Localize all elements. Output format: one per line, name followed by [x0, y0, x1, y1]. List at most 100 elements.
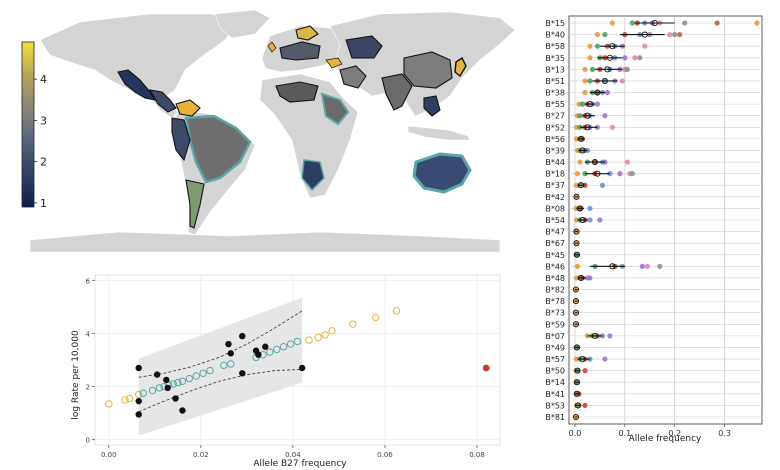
- dot-mean-marker: [594, 89, 601, 96]
- dot-mean-marker: [641, 31, 648, 38]
- dot-sample-point: [607, 171, 613, 177]
- dot-mean-marker: [609, 43, 616, 50]
- dot-sample-point: [582, 78, 588, 84]
- dot-sample-point: [602, 31, 608, 38]
- dot-sample-point: [609, 20, 615, 26]
- ci-upper-curve: [138, 310, 303, 378]
- dot-sample-point: [582, 368, 588, 374]
- dot-sample-point: [622, 55, 628, 61]
- predicted-point: [227, 360, 235, 368]
- dot-row-label: B*59: [545, 320, 565, 329]
- dot-mean-marker: [577, 135, 585, 142]
- dot-plot-area: 0.0 0.1 0.2 0.3 B*15 B*40 B*58 B*35 B*13 B*51 B*38…: [545, 15, 763, 438]
- dot-sample-point: [624, 159, 630, 165]
- predicted-point-extrapolated: [121, 396, 129, 404]
- scatter-y-tick-label: 4: [86, 330, 91, 338]
- predicted-point-extrapolated: [125, 394, 134, 403]
- predicted-point: [273, 345, 281, 354]
- dot-sample-point: [599, 182, 606, 188]
- region-alaska-canada-west: [117, 69, 157, 101]
- dot-sample-point: [599, 333, 606, 339]
- dot-sample-point: [602, 356, 608, 362]
- scatter-y-tick-label: 0: [86, 437, 90, 445]
- region-japan: [454, 56, 467, 78]
- scatter-x-axis-label: Allele B27 frequency: [253, 459, 347, 469]
- predicted-point: [266, 348, 274, 356]
- north-america-land: [39, 13, 241, 101]
- dot-sample-point: [657, 263, 663, 269]
- dot-mean-marker: [586, 101, 593, 108]
- antarctica-land: [29, 231, 501, 253]
- dot-row-label: B*55: [545, 100, 565, 109]
- predicted-point-extrapolated: [372, 313, 380, 322]
- predicted-point-extrapolated: [305, 336, 313, 344]
- dot-mean-marker: [574, 402, 582, 409]
- observed-point: [135, 397, 142, 405]
- dot-row-label: B*38: [545, 89, 565, 98]
- predicted-point: [220, 361, 228, 370]
- dot-row-label: B*37: [545, 181, 565, 190]
- dot-sample-point: [677, 31, 683, 38]
- dot-mean-marker: [594, 170, 601, 177]
- region-andes: [171, 117, 191, 162]
- predicted-point: [206, 366, 214, 375]
- scatter-plot-area: 0.00 0.02 0.04 0.06 0.08 0 2 4 6: [86, 274, 501, 459]
- observed-point: [298, 364, 306, 372]
- dot-mean-marker: [591, 332, 598, 339]
- dot-sample-point: [577, 113, 583, 119]
- dot-sample-point: [602, 159, 608, 165]
- dot-row-label: B*82: [545, 286, 565, 295]
- scatter-y-tick-label: 2: [86, 384, 90, 392]
- dot-sample-point: [584, 333, 591, 339]
- observed-point: [172, 395, 179, 402]
- dot-sample-point: [632, 55, 638, 61]
- scatter-x-tick-label: 0.02: [193, 451, 209, 459]
- dot-row-label: B*45: [545, 251, 565, 260]
- dot-mean-marker: [573, 228, 580, 235]
- dot-row-label: B*08: [545, 204, 565, 213]
- observed-point: [163, 376, 170, 384]
- dot-row-label: B*54: [545, 216, 565, 225]
- dot-row-label: B*15: [545, 19, 565, 28]
- dot-sample-point: [617, 171, 623, 177]
- dot-row-label: B*78: [545, 297, 565, 306]
- dot-mean-marker: [573, 379, 581, 386]
- dot-row-label: B*47: [545, 228, 565, 237]
- scatter-x-tick-label: 0.06: [377, 451, 393, 459]
- dot-mean-marker: [572, 309, 580, 316]
- dot-row-label: B*42: [545, 193, 565, 202]
- dot-sample-point: [714, 20, 720, 26]
- observed-point: [255, 351, 262, 358]
- dot-sample-point: [629, 20, 635, 26]
- dot-mean-marker: [579, 216, 586, 224]
- observed-point: [153, 371, 161, 378]
- predicted-point: [174, 378, 182, 387]
- dot-mean-marker: [572, 286, 580, 293]
- dot-sample-point: [587, 205, 593, 212]
- dot-sample-point: [589, 66, 596, 72]
- region-se-asia: [423, 95, 441, 117]
- scatter-x-tick-label: 0.08: [469, 451, 485, 459]
- dot-mean-marker: [604, 66, 611, 73]
- dot-mean-marker: [573, 251, 581, 258]
- dot-sample-point: [682, 20, 688, 26]
- predicted-point-extrapolated: [135, 390, 143, 399]
- predicted-point-extrapolated: [349, 320, 357, 328]
- dot-mean-marker: [576, 205, 584, 212]
- region-scandinavia: [295, 25, 319, 41]
- observed-point: [135, 364, 142, 372]
- region-north-africa: [275, 81, 319, 103]
- region-uk: [267, 41, 277, 53]
- dot-mean-marker: [574, 367, 581, 374]
- observed-point: [164, 384, 171, 392]
- dot-row-label: B*51: [545, 77, 565, 86]
- predicted-point: [169, 380, 177, 388]
- dot-sample-point: [577, 124, 583, 130]
- predicted-point: [192, 372, 200, 380]
- dot-row-label: B*41: [545, 390, 565, 399]
- region-australia: [412, 152, 472, 194]
- observed-point: [262, 343, 269, 350]
- colorbar-gradient: [21, 41, 35, 208]
- greenland-land: [214, 9, 271, 39]
